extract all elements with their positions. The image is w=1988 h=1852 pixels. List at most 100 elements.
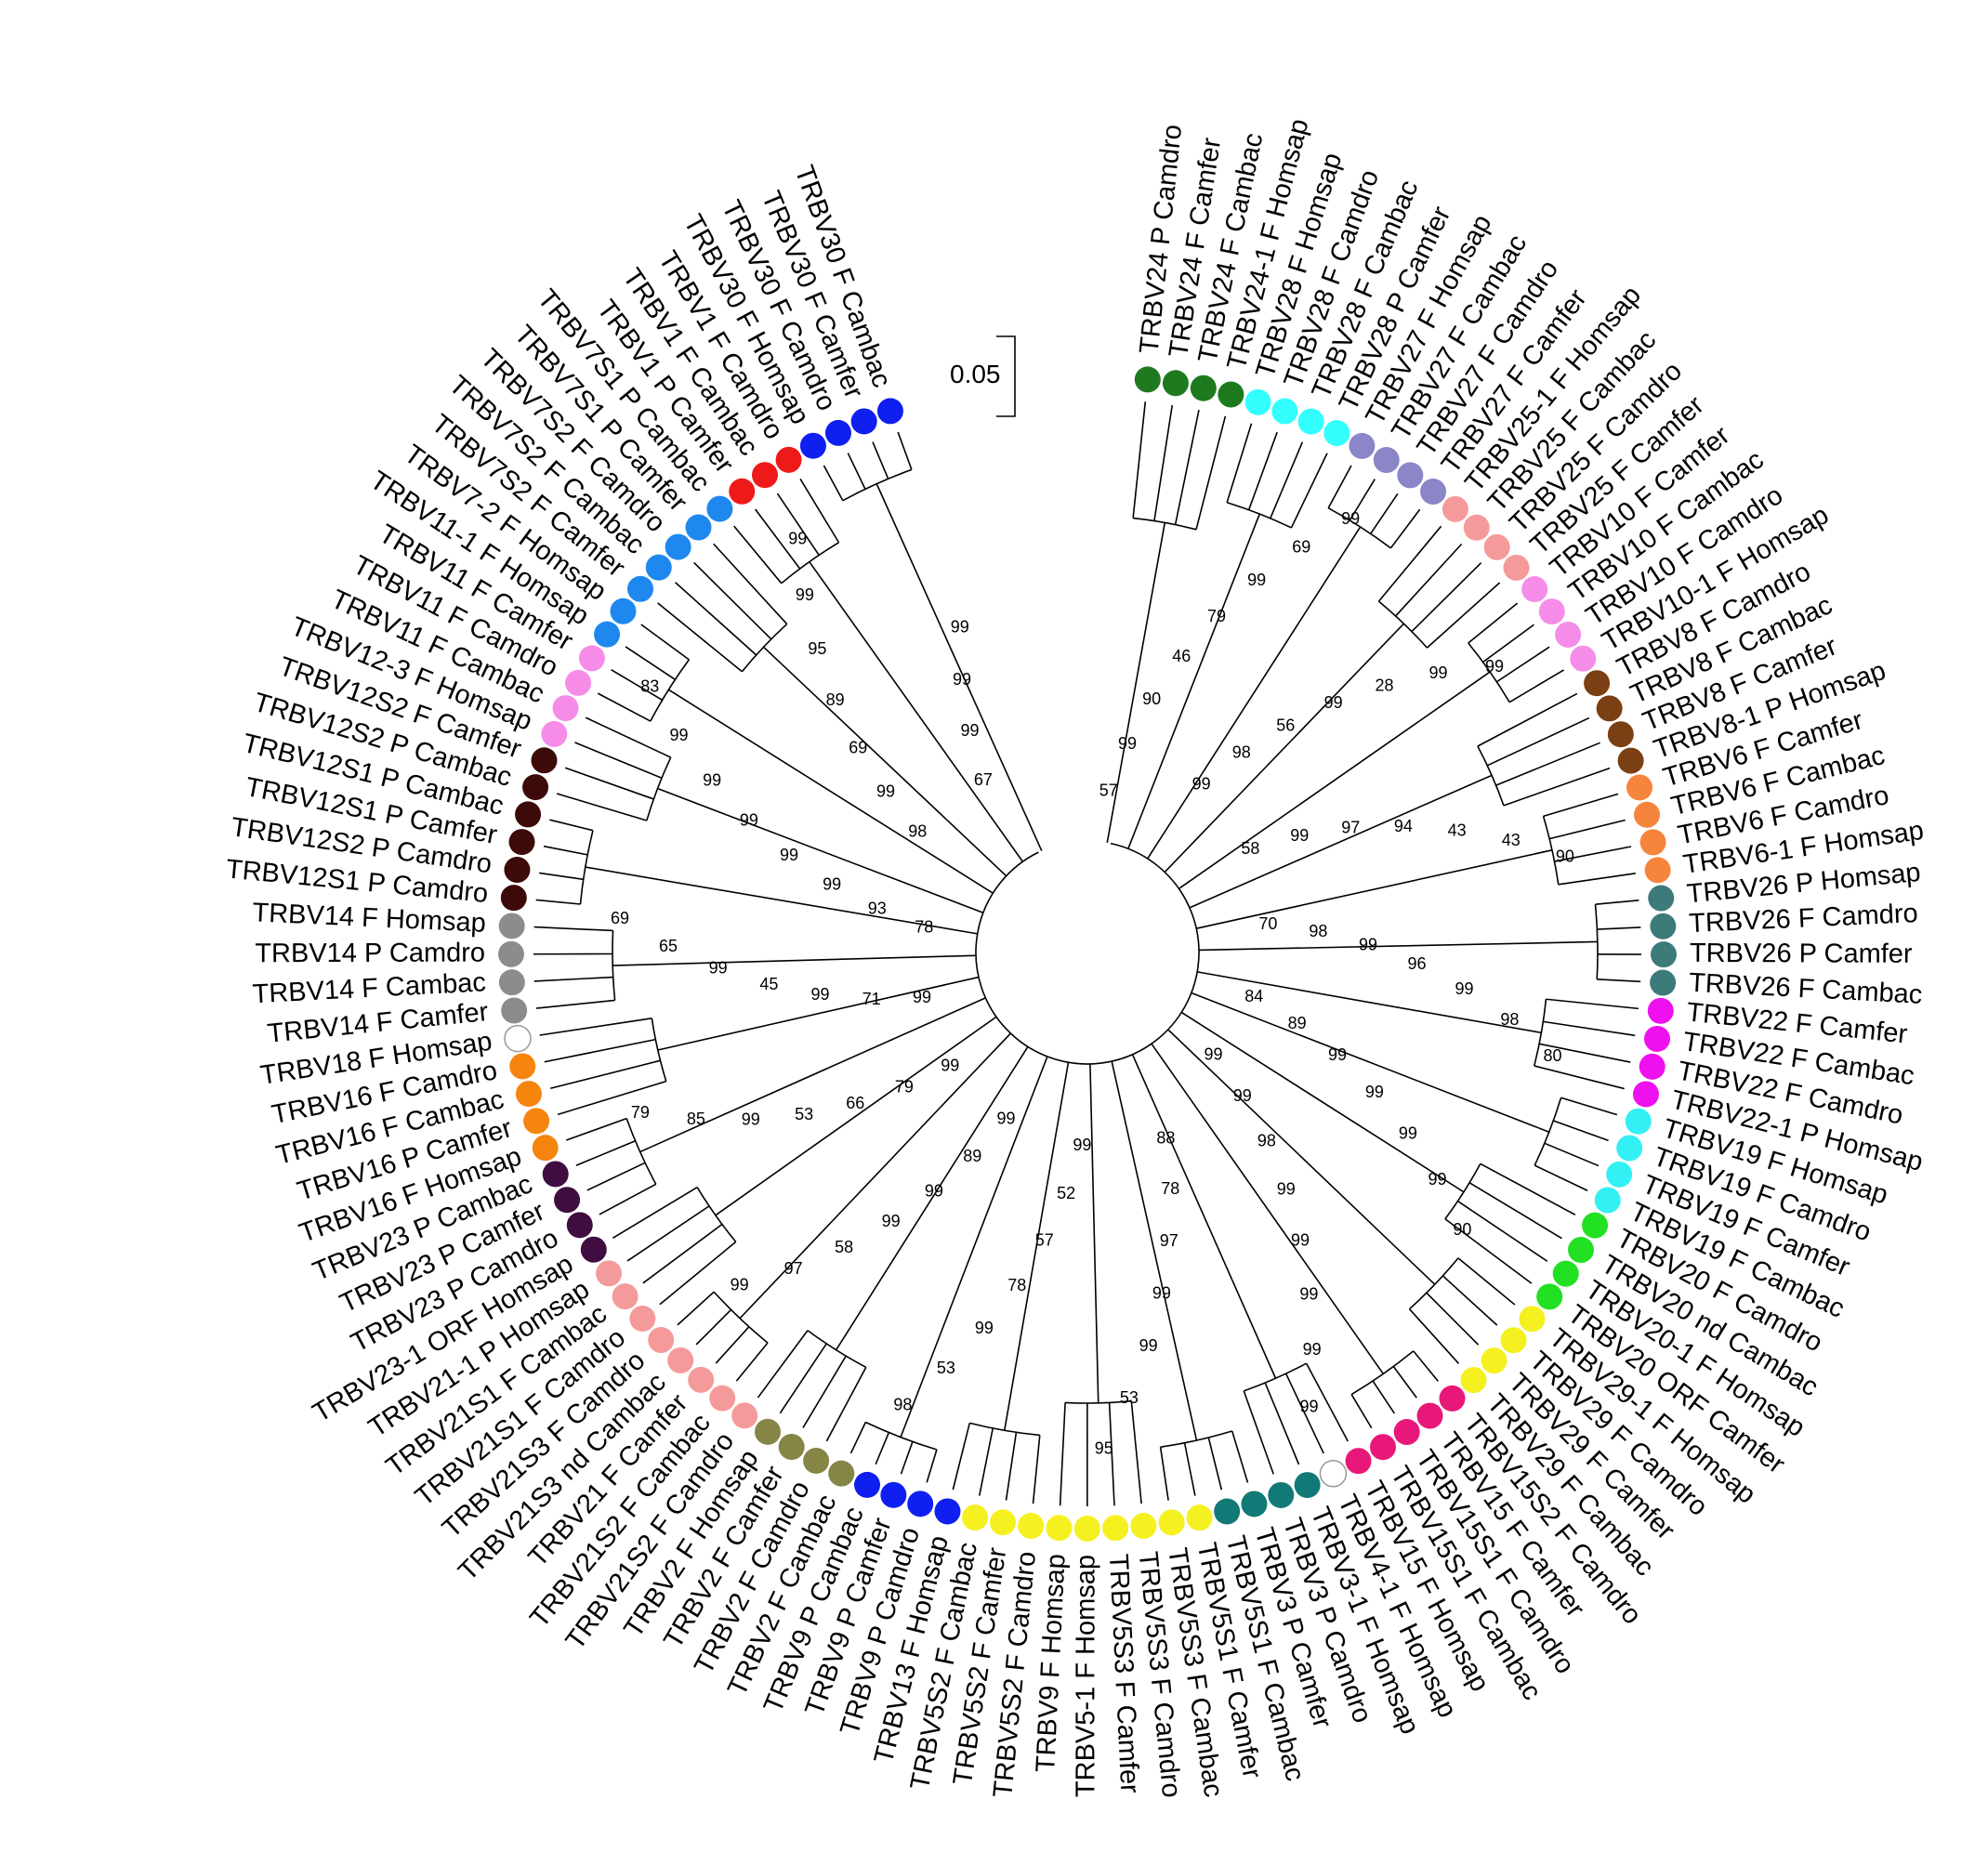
leaf-branch: [657, 602, 743, 673]
bootstrap-label: 89: [963, 1147, 981, 1165]
leaf-branch: [599, 1183, 657, 1215]
leaf-marker: [1521, 576, 1548, 603]
leaf-branch: [1153, 404, 1174, 521]
leaf-branch: [849, 1422, 867, 1454]
leaf-marker: [1130, 1513, 1157, 1540]
clade-stem: [639, 997, 986, 1153]
leaf-branch: [535, 899, 581, 905]
bootstrap-label: 97: [1341, 819, 1360, 837]
bootstrap-label: 99: [742, 1110, 760, 1129]
leaf-branch: [1108, 1402, 1115, 1506]
leaf-branch: [1495, 742, 1600, 786]
leaf-marker: [1650, 913, 1677, 939]
clade-stem: [835, 1046, 1029, 1351]
leaf-branch: [1389, 508, 1421, 549]
leaf-branch: [1395, 543, 1463, 617]
leaf-marker: [612, 1283, 639, 1310]
leaf-branch: [755, 508, 801, 570]
clade-stem: [1089, 1063, 1099, 1403]
leaf-branch: [1553, 1120, 1609, 1142]
bootstrap-label: 69: [611, 909, 629, 927]
leaf-marker: [876, 398, 903, 425]
leaf-marker: [1420, 479, 1447, 506]
leaf-marker: [1616, 1135, 1643, 1162]
leaf-marker: [504, 857, 531, 884]
leaf-branch: [1442, 1275, 1498, 1326]
leaf-marker: [531, 747, 558, 774]
bootstrap-label: 99: [1428, 663, 1447, 682]
bootstrap-label: 28: [1376, 676, 1394, 694]
leaf-marker: [580, 1236, 607, 1263]
clade-stem: [657, 976, 980, 1051]
leaf-branch: [802, 1355, 847, 1428]
leaf-marker: [1046, 1515, 1073, 1542]
leaf-marker: [1323, 420, 1350, 447]
leaf-marker: [1214, 1498, 1241, 1525]
bootstrap-label: 99: [1299, 1284, 1318, 1303]
bootstrap-label: 99: [1365, 1083, 1384, 1101]
leaf-marker: [1294, 1472, 1321, 1499]
leaf-marker: [1018, 1513, 1045, 1540]
leaf-marker: [1643, 1025, 1670, 1052]
bootstrap-label: 65: [659, 937, 678, 955]
leaf-marker: [775, 446, 802, 473]
leaf-branch: [715, 1326, 750, 1364]
clade-stem: [1189, 774, 1493, 909]
bootstrap-label: 97: [1160, 1231, 1178, 1250]
bootstrap-label: 46: [1172, 647, 1191, 665]
leaf-branch: [693, 561, 772, 640]
leaf-marker: [828, 1460, 855, 1487]
leaf-marker: [1073, 1516, 1100, 1542]
leaf-branch: [1130, 1400, 1142, 1504]
bootstrap-label: 99: [1428, 1170, 1447, 1189]
bootstrap-label: 56: [1276, 716, 1295, 734]
leaf-branch: [1270, 441, 1304, 519]
bootstrap-label: 98: [1309, 922, 1327, 940]
leaf-branch: [1495, 646, 1550, 683]
bootstrap-label: 99: [882, 1212, 901, 1230]
leaf-branch: [539, 1017, 652, 1036]
bootstrap-label: 99: [788, 529, 807, 547]
bootstrap-label: 99: [796, 585, 814, 604]
bootstrap-label: 95: [808, 639, 826, 658]
leaf-marker: [1373, 447, 1400, 474]
leaf-branch: [1377, 525, 1442, 602]
clade-stem: [763, 646, 1007, 877]
leaf-branch: [557, 1080, 666, 1116]
leaf-marker: [1102, 1515, 1129, 1542]
bootstrap-label: 90: [1453, 1220, 1471, 1239]
bootstrap-label: 66: [846, 1094, 864, 1112]
clade-arc: [1377, 600, 1428, 649]
leaf-branch: [564, 767, 654, 800]
leaf-branch: [823, 465, 844, 502]
bootstrap-label: 98: [1232, 743, 1251, 762]
bootstrap-label: 84: [1244, 987, 1263, 1005]
leaf-marker: [515, 1081, 542, 1108]
leaf-branch: [1284, 1373, 1324, 1454]
leaf-branch: [695, 1308, 732, 1346]
tree-branches: [533, 401, 1641, 1507]
leaf-marker: [755, 1418, 782, 1445]
leaf-branch: [897, 431, 913, 470]
leaf-branch: [825, 1367, 867, 1442]
bootstrap-label: 83: [640, 676, 659, 695]
leaf-marker: [1568, 1237, 1595, 1264]
leaf-branch: [675, 582, 757, 656]
leaf-branch: [1468, 1182, 1562, 1240]
bootstrap-label: 99: [1118, 734, 1137, 753]
leaf-marker: [850, 408, 877, 435]
leaf-marker: [1538, 598, 1565, 625]
leaf-marker: [667, 1346, 694, 1373]
leaf-marker: [498, 913, 525, 939]
leaf-branch: [847, 453, 866, 490]
clade-stem: [1111, 1060, 1198, 1441]
bootstrap-label: 99: [740, 810, 758, 829]
leaf-branch: [979, 1427, 994, 1496]
bootstrap-label: 99: [811, 985, 830, 1004]
leaf-marker: [508, 829, 535, 856]
leaf-branch: [1426, 1292, 1480, 1346]
clade-stem: [739, 1032, 1011, 1320]
bootstrap-label: 69: [849, 738, 867, 756]
leaf-branch: [1159, 1447, 1169, 1501]
leaf-branch: [1411, 562, 1482, 633]
